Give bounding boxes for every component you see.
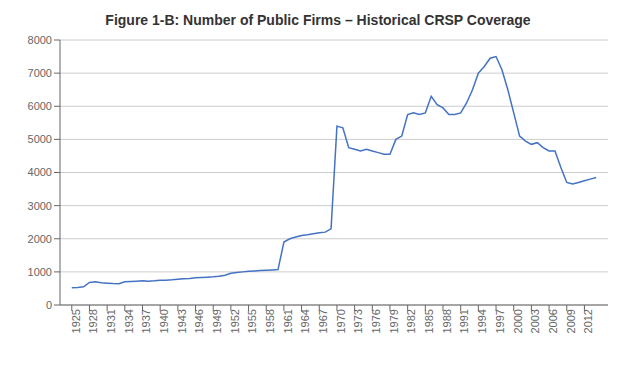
svg-text:6000: 6000 [28, 100, 52, 112]
svg-text:8000: 8000 [28, 34, 52, 46]
svg-text:0: 0 [46, 299, 52, 311]
svg-text:1988: 1988 [441, 309, 453, 333]
svg-text:1925: 1925 [70, 309, 82, 333]
svg-text:1928: 1928 [87, 309, 99, 333]
svg-text:1991: 1991 [458, 309, 470, 333]
svg-text:2000: 2000 [28, 233, 52, 245]
svg-text:1946: 1946 [193, 309, 205, 333]
svg-text:4000: 4000 [28, 166, 52, 178]
svg-text:7000: 7000 [28, 67, 52, 79]
html-text:Figure 1-B: Number of Public F: Figure 1-B: Number of Public Firms – His… [105, 12, 531, 28]
svg-text:2012: 2012 [582, 309, 594, 333]
svg-text:1967: 1967 [317, 309, 329, 333]
svg-text:1952: 1952 [229, 309, 241, 333]
svg-text:3000: 3000 [28, 200, 52, 212]
svg-text:1997: 1997 [494, 309, 506, 333]
svg-text:1994: 1994 [476, 309, 488, 333]
svg-text:2003: 2003 [529, 309, 541, 333]
svg-text:2006: 2006 [547, 309, 559, 333]
svg-text:1934: 1934 [123, 309, 135, 333]
svg-text:2009: 2009 [565, 309, 577, 333]
svg-text:1940: 1940 [158, 309, 170, 333]
svg-text:1973: 1973 [352, 309, 364, 333]
svg-text:5000: 5000 [28, 133, 52, 145]
svg-text:1955: 1955 [246, 309, 258, 333]
svg-text:1000: 1000 [28, 266, 52, 278]
svg-text:1976: 1976 [370, 309, 382, 333]
svg-text:1985: 1985 [423, 309, 435, 333]
svg-text:1958: 1958 [264, 309, 276, 333]
svg-text:1979: 1979 [388, 309, 400, 333]
svg-text:1949: 1949 [211, 309, 223, 333]
svg-text:1943: 1943 [176, 309, 188, 333]
svg-text:1970: 1970 [335, 309, 347, 333]
svg-text:1961: 1961 [282, 309, 294, 333]
svg-text:1982: 1982 [405, 309, 417, 333]
svg-text:2000: 2000 [512, 309, 524, 333]
svg-text:1964: 1964 [299, 309, 311, 333]
svg-text:1937: 1937 [140, 309, 152, 333]
svg-text:1931: 1931 [105, 309, 117, 333]
